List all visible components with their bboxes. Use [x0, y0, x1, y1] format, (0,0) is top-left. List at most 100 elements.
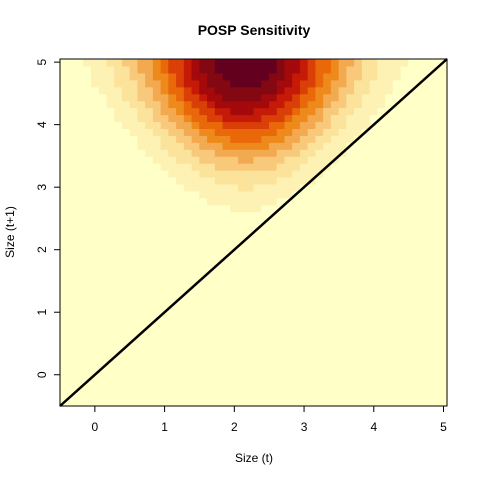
heatmap-cell	[431, 336, 440, 345]
heatmap-cell	[145, 288, 154, 296]
heatmap-cell	[315, 142, 324, 150]
heatmap-cell	[431, 253, 440, 261]
heatmap-cell	[98, 176, 108, 185]
heatmap-cell	[307, 211, 317, 220]
heatmap-cell	[137, 128, 146, 136]
heatmap-cell	[323, 322, 332, 331]
heatmap-cell	[400, 294, 409, 303]
heatmap-cell	[60, 350, 69, 359]
heatmap-cell	[361, 294, 371, 303]
heatmap-cell	[292, 72, 301, 81]
heatmap-cell	[276, 197, 286, 206]
heatmap-cell	[98, 281, 108, 289]
heatmap-cell	[323, 156, 332, 164]
heatmap-cell	[431, 274, 440, 282]
heatmap-cell	[145, 79, 154, 88]
heatmap-cell	[439, 65, 448, 74]
heatmap-cell	[361, 149, 371, 157]
heatmap-cell	[114, 260, 123, 268]
heatmap-cell	[354, 350, 363, 359]
heatmap-cell	[137, 364, 146, 372]
heatmap-cell	[284, 86, 293, 95]
heatmap-cell	[183, 239, 193, 247]
heatmap-cell	[408, 343, 417, 352]
heatmap-cell	[183, 308, 193, 317]
heatmap-cell	[90, 86, 100, 95]
heatmap-cell	[268, 93, 278, 102]
heatmap-cell	[75, 176, 84, 185]
heatmap-cell	[238, 301, 247, 310]
heatmap-cell	[299, 329, 309, 338]
heatmap-cell	[307, 343, 317, 352]
heatmap-cell	[431, 100, 440, 109]
heatmap-cell	[354, 183, 363, 192]
heatmap-cell	[361, 218, 371, 227]
heatmap-cell	[354, 343, 363, 352]
heatmap-cell	[191, 371, 200, 379]
heatmap-cell	[276, 253, 286, 261]
heatmap-cell	[60, 197, 69, 206]
heatmap-cell	[346, 190, 355, 199]
heatmap-cell	[183, 100, 193, 109]
heatmap-cell	[230, 392, 239, 400]
heatmap-cell	[60, 163, 69, 171]
heatmap-cell	[330, 128, 340, 136]
heatmap-cell	[83, 100, 92, 109]
heatmap-cell	[315, 357, 324, 365]
heatmap-cell	[98, 246, 108, 254]
heatmap-cell	[392, 135, 402, 143]
heatmap-cell	[176, 100, 185, 109]
heatmap-cell	[75, 364, 84, 372]
heatmap-cell	[214, 357, 224, 365]
heatmap-cell	[292, 322, 301, 331]
heatmap-cell	[431, 239, 440, 247]
heatmap-cell	[245, 267, 255, 275]
heatmap-cell	[98, 135, 108, 143]
heatmap-cell	[121, 107, 131, 116]
heatmap-cell	[369, 329, 378, 338]
heatmap-cell	[214, 371, 224, 379]
heatmap-cell	[214, 392, 224, 400]
heatmap-cell	[199, 190, 208, 199]
heatmap-cell	[284, 121, 293, 129]
heatmap-cell	[191, 350, 200, 359]
heatmap-cell	[261, 93, 270, 102]
heatmap-cell	[75, 267, 84, 275]
heatmap-cell	[323, 65, 332, 74]
heatmap-cell	[176, 329, 185, 338]
heatmap-cell	[284, 281, 293, 289]
heatmap-cell	[338, 308, 347, 317]
heatmap-cell	[129, 190, 138, 199]
heatmap-cell	[98, 128, 108, 136]
heatmap-cell	[268, 343, 278, 352]
heatmap-cell	[83, 197, 92, 206]
heatmap-cell	[315, 93, 324, 102]
heatmap-cell	[114, 190, 123, 199]
heatmap-cell	[439, 315, 448, 324]
heatmap-cell	[60, 301, 69, 310]
heatmap-cell	[338, 170, 347, 178]
heatmap-cell	[346, 225, 355, 234]
heatmap-cell	[137, 225, 146, 234]
heatmap-cell	[83, 350, 92, 359]
heatmap-cell	[338, 135, 347, 143]
heatmap-cell	[114, 399, 123, 407]
heatmap-cell	[338, 211, 347, 220]
heatmap-cell	[191, 170, 200, 178]
heatmap-cell	[431, 72, 440, 81]
heatmap-cell	[400, 114, 409, 123]
heatmap-cell	[152, 218, 162, 227]
heatmap-cell	[137, 246, 146, 254]
heatmap-cell	[168, 315, 177, 324]
heatmap-cell	[238, 343, 247, 352]
heatmap-cell	[346, 357, 355, 365]
heatmap-cell	[160, 301, 169, 310]
heatmap-cell	[160, 86, 169, 95]
heatmap-cell	[114, 211, 123, 220]
heatmap-cell	[176, 281, 185, 289]
heatmap-cell	[408, 72, 417, 81]
heatmap-cell	[168, 392, 177, 400]
heatmap-cell	[222, 59, 231, 67]
heatmap-cell	[168, 176, 177, 185]
